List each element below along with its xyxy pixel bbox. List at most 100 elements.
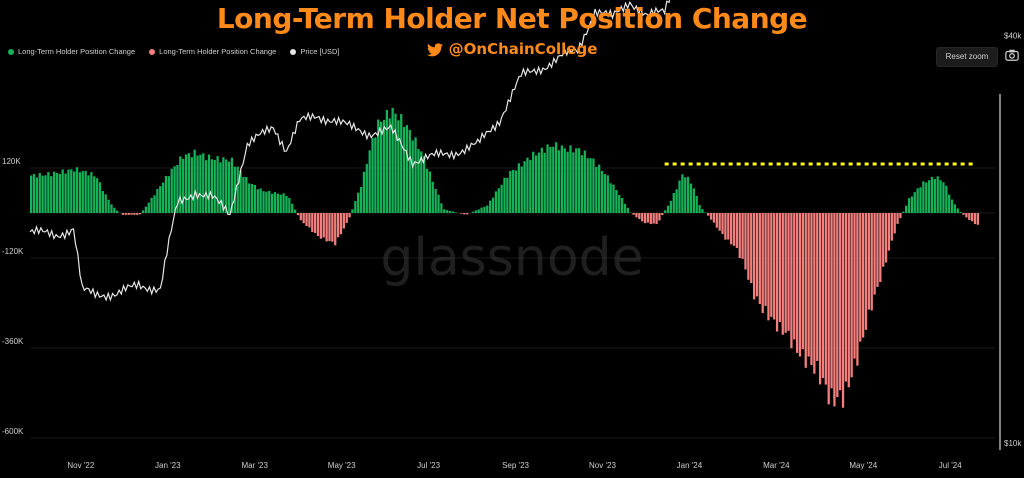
position-bar: [491, 197, 495, 213]
position-bar: [962, 213, 965, 215]
position-bar: [666, 205, 670, 213]
position-bar: [207, 154, 211, 213]
position-bar: [233, 166, 236, 213]
position-bar: [643, 213, 647, 224]
position-bar: [299, 213, 302, 221]
position-bar: [761, 213, 764, 314]
position-bar: [884, 213, 888, 263]
position-bar: [368, 150, 371, 213]
position-bar: [577, 148, 581, 213]
position-bar: [494, 191, 498, 213]
position-bar: [52, 171, 56, 213]
position-bar: [127, 213, 130, 215]
position-bar: [47, 172, 50, 213]
position-bar: [681, 174, 684, 213]
position-bar: [445, 210, 449, 213]
position-bar: [179, 156, 182, 213]
position-bar: [537, 152, 541, 213]
position-bar: [509, 171, 512, 213]
position-bar: [227, 161, 231, 213]
x-tick-label: Mar '24: [763, 461, 790, 470]
position-bar: [434, 188, 437, 213]
position-bar: [339, 213, 343, 235]
position-bar: [638, 213, 641, 219]
position-bar: [859, 213, 862, 342]
position-bar: [830, 213, 833, 389]
legend-item-negative[interactable]: Long-Term Holder Position Change: [149, 47, 276, 56]
position-bar: [425, 168, 429, 213]
position-bar: [773, 213, 776, 320]
position-bar: [971, 213, 974, 222]
position-bar: [319, 213, 323, 239]
position-bar: [813, 213, 816, 374]
position-bar: [864, 213, 868, 330]
position-bar: [161, 182, 165, 213]
position-bar: [727, 213, 730, 240]
position-bar: [196, 155, 199, 213]
position-bar: [664, 210, 667, 213]
position-bar: [775, 213, 779, 332]
position-bar: [414, 137, 417, 213]
position-bar: [890, 213, 893, 241]
position-bar: [526, 157, 529, 213]
position-bar: [130, 213, 133, 215]
position-bar: [893, 213, 896, 234]
position-bar: [887, 213, 891, 251]
position-bar: [282, 193, 285, 213]
position-bar: [443, 209, 446, 213]
y-left-tick-label: -600K: [2, 427, 24, 436]
position-bar: [818, 213, 822, 385]
legend-item-positive[interactable]: Long-Term Holder Position Change: [8, 47, 135, 56]
legend-item-price[interactable]: Price [USD]: [290, 47, 340, 56]
position-bar: [939, 180, 942, 213]
position-bar: [523, 161, 526, 213]
position-bar: [942, 182, 945, 213]
position-bar: [850, 213, 853, 378]
reset-zoom-button[interactable]: Reset zoom: [936, 47, 998, 67]
position-bar: [110, 204, 113, 213]
y-left-tick-label: -360K: [2, 337, 24, 346]
position-bar: [557, 150, 561, 213]
position-bar: [460, 213, 463, 214]
position-bar: [202, 153, 205, 213]
position-bar: [213, 159, 216, 213]
position-bar: [701, 209, 704, 213]
camera-icon[interactable]: [1005, 48, 1019, 62]
position-bar: [365, 163, 368, 213]
position-bar: [730, 213, 733, 245]
twitter-bird-icon: [426, 43, 443, 57]
position-bar: [193, 149, 196, 213]
position-bar: [873, 213, 876, 295]
position-bar: [549, 146, 552, 213]
position-bar: [586, 158, 589, 213]
position-bar: [747, 213, 750, 280]
position-bar: [529, 160, 532, 213]
position-bar: [448, 210, 452, 213]
position-bar: [506, 177, 509, 213]
position-bar: [732, 213, 736, 246]
x-tick-label: Nov '23: [589, 461, 616, 470]
position-bar: [113, 207, 116, 213]
position-bar: [827, 213, 830, 405]
position-bar: [566, 151, 569, 213]
position-bar: [793, 213, 796, 340]
position-bar: [382, 119, 386, 213]
position-bar: [801, 213, 805, 350]
position-bar: [517, 163, 520, 213]
position-bar: [847, 213, 850, 388]
position-bar: [965, 213, 968, 218]
position-bar: [724, 213, 727, 240]
position-bar: [540, 147, 543, 213]
position-bar: [976, 213, 980, 225]
position-bar: [107, 199, 110, 213]
position-bar: [804, 213, 807, 368]
position-bar: [73, 171, 76, 213]
position-bar: [173, 166, 176, 213]
position-bar: [905, 205, 908, 213]
position-bar: [483, 206, 486, 213]
position-bar: [580, 155, 584, 213]
position-bar: [870, 213, 873, 311]
position-bar: [38, 172, 41, 213]
position-bar: [514, 170, 518, 213]
